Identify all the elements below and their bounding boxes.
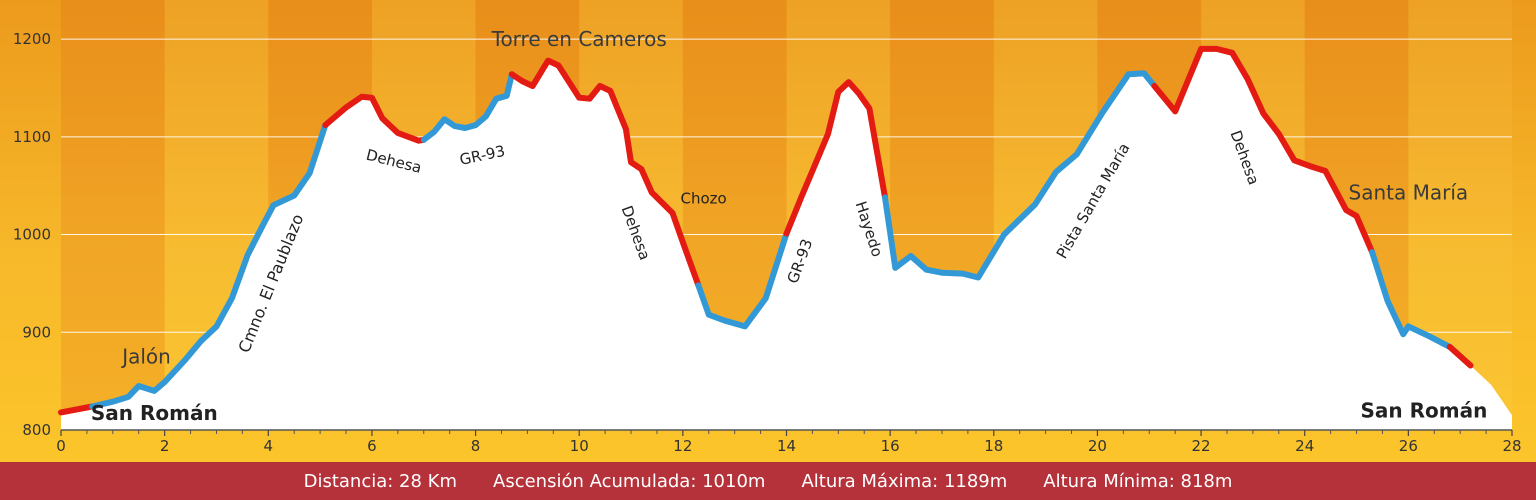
y-tick-label: 1100 bbox=[13, 128, 51, 146]
elevation-profile-chart: 0 2 4 6 8 10 12 14 16 18 20 22 24 26 28800900100011001… bbox=[0, 0, 1536, 462]
min-altitude-stat: Altura Mínima: 818m bbox=[1043, 470, 1233, 492]
profile-line-segment bbox=[1446, 343, 1474, 369]
profile-line-segment bbox=[508, 57, 702, 289]
x-tick-label: 18 bbox=[984, 437, 1003, 455]
annotation-label: Santa María bbox=[1349, 180, 1469, 204]
column-band bbox=[61, 0, 165, 430]
distance-stat: Distancia: 28 Km bbox=[303, 470, 457, 492]
y-tick-label: 900 bbox=[22, 323, 51, 341]
x-tick-label: 4 bbox=[264, 437, 274, 455]
profile-line-segment bbox=[1369, 249, 1453, 350]
x-tick-label: 20 bbox=[1088, 437, 1107, 455]
annotation-label: Torre en Cameros bbox=[491, 27, 667, 51]
profile-line-segment bbox=[695, 230, 790, 330]
profile-line-segment bbox=[58, 403, 96, 416]
x-tick-label: 0 bbox=[56, 437, 66, 455]
annotation-label: Chozo bbox=[680, 189, 726, 207]
profile-line-segment bbox=[89, 122, 329, 410]
x-tick-label: 10 bbox=[570, 437, 589, 455]
x-tick-label: 2 bbox=[160, 437, 170, 455]
x-tick-label: 24 bbox=[1295, 437, 1314, 455]
x-tick-label: 22 bbox=[1192, 437, 1211, 455]
annotation-label: Jalón bbox=[120, 345, 171, 369]
x-tick-label: 26 bbox=[1399, 437, 1418, 455]
y-tick-label: 1200 bbox=[13, 30, 51, 48]
y-tick-label: 800 bbox=[22, 421, 51, 439]
route-stats-footer: Distancia: 28 Km Ascensión Acumulada: 10… bbox=[0, 462, 1536, 500]
profile-line-segment bbox=[322, 93, 427, 144]
x-tick-label: 14 bbox=[777, 437, 796, 455]
x-tick-label: 8 bbox=[471, 437, 481, 455]
annotation-label: San Román bbox=[91, 401, 218, 425]
y-tick-label: 1000 bbox=[13, 226, 51, 244]
x-tick-label: 28 bbox=[1502, 437, 1521, 455]
profile-line-segment bbox=[783, 79, 888, 237]
annotation-label: San Román bbox=[1360, 398, 1487, 422]
x-tick-label: 16 bbox=[881, 437, 900, 455]
profile-line-segment bbox=[420, 71, 515, 143]
max-altitude-stat: Altura Máxima: 1189m bbox=[801, 470, 1008, 492]
profile-line-segment bbox=[1151, 45, 1376, 256]
x-tick-label: 6 bbox=[367, 437, 377, 455]
profile-line-segment bbox=[882, 70, 1158, 281]
x-tick-label: 12 bbox=[673, 437, 692, 455]
ascent-stat: Ascensión Acumulada: 1010m bbox=[493, 470, 766, 492]
